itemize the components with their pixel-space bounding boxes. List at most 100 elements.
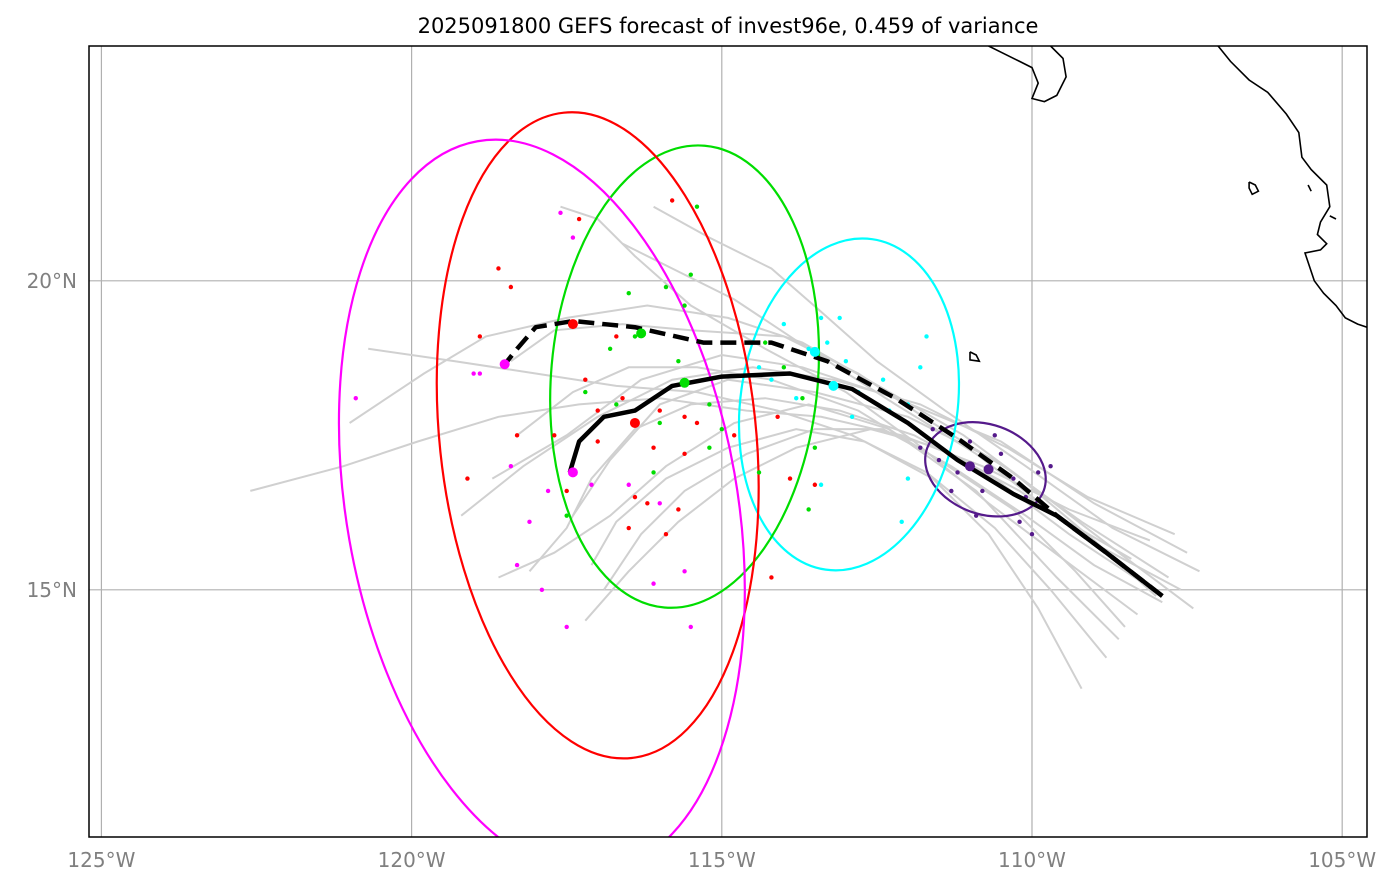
member-position-dot bbox=[818, 315, 824, 321]
ensemble-track bbox=[603, 428, 1163, 604]
member-position-dot bbox=[973, 513, 979, 518]
member-position-dot bbox=[732, 433, 737, 438]
member-position-dot bbox=[353, 396, 358, 401]
uncertainty-ellipse bbox=[924, 421, 1047, 518]
member-position-dot bbox=[682, 414, 687, 419]
member-position-dot bbox=[583, 377, 588, 382]
uncertainty-ellipse bbox=[337, 138, 746, 837]
mean-track-dashed bbox=[502, 318, 1164, 598]
coastline-segment bbox=[1307, 184, 1312, 192]
member-position-dot bbox=[564, 488, 569, 494]
member-position-dot bbox=[806, 346, 811, 352]
coastline-segment bbox=[1329, 215, 1337, 220]
member-position-dot bbox=[980, 488, 985, 494]
member-position-dot bbox=[955, 470, 960, 475]
member-position-dot bbox=[763, 340, 768, 345]
member-position-dot bbox=[825, 340, 830, 345]
member-position-dot bbox=[800, 396, 805, 401]
ensemble-track bbox=[349, 304, 1194, 610]
member-position-dot bbox=[756, 470, 762, 475]
member-position-dot bbox=[688, 272, 693, 277]
member-position-dot bbox=[781, 321, 787, 327]
x-axis-tick-labels: 125°W 120°W 115°W 110°W 105°W bbox=[67, 848, 1376, 872]
member-position-dot bbox=[924, 334, 929, 339]
member-position-dot bbox=[1017, 519, 1022, 525]
member-position-dot bbox=[905, 476, 911, 481]
member-position-dot bbox=[576, 216, 582, 222]
uncertainty-ellipses bbox=[337, 111, 1047, 837]
mean-position-dot bbox=[828, 380, 839, 391]
mean-positions bbox=[499, 319, 994, 478]
member-position-dot bbox=[564, 624, 569, 630]
member-position-dot bbox=[465, 476, 470, 481]
member-position-dot bbox=[558, 210, 563, 216]
ensemble-track bbox=[653, 205, 1200, 573]
ensemble-track bbox=[510, 323, 1157, 597]
member-position-dot bbox=[719, 426, 724, 432]
member-position-dot bbox=[899, 519, 904, 525]
ensemble-track bbox=[368, 347, 1108, 659]
mean-position-dot bbox=[679, 377, 690, 388]
member-position-dot bbox=[930, 426, 935, 432]
member-position-dot bbox=[787, 476, 793, 481]
member-position-dot bbox=[471, 371, 476, 376]
member-position-dot bbox=[508, 464, 514, 469]
member-position-dot bbox=[527, 519, 532, 525]
ensemble-track bbox=[528, 397, 1145, 585]
member-position-dot bbox=[1048, 464, 1053, 469]
member-position-dot bbox=[676, 358, 681, 364]
member-position-dot bbox=[607, 346, 613, 352]
x-tick-label: 105°W bbox=[1308, 848, 1376, 872]
member-position-dot bbox=[564, 513, 569, 518]
member-position-dot bbox=[1011, 476, 1016, 481]
member-position-dot bbox=[620, 396, 625, 401]
x-tick-label: 110°W bbox=[998, 848, 1066, 872]
member-position-dot bbox=[496, 266, 501, 271]
member-position-dot bbox=[632, 334, 638, 339]
member-position-dot bbox=[682, 451, 687, 457]
member-position-dot bbox=[589, 482, 594, 487]
member-position-dot bbox=[651, 581, 656, 586]
map-title: 2025091800 GEFS forecast of invest96e, 0… bbox=[418, 14, 1039, 38]
member-position-dot bbox=[682, 303, 687, 308]
member-position-dot bbox=[756, 365, 762, 370]
mean-position-dot bbox=[964, 461, 975, 472]
uncertainty-ellipse bbox=[435, 111, 760, 760]
member-position-dot bbox=[626, 290, 631, 296]
y-tick-label: 15°N bbox=[27, 578, 77, 602]
y-axis-tick-labels: 20°N 15°N bbox=[27, 269, 77, 602]
y-tick-label: 20°N bbox=[27, 269, 77, 293]
uncertainty-ellipse bbox=[737, 237, 961, 572]
x-tick-label: 125°W bbox=[67, 848, 135, 872]
member-position-dot bbox=[918, 445, 923, 450]
member-position-dot bbox=[936, 457, 942, 463]
x-tick-label: 115°W bbox=[688, 848, 756, 872]
coastline-segment bbox=[988, 46, 1067, 103]
member-position-dot bbox=[688, 624, 693, 630]
mean-position-dot bbox=[499, 359, 510, 370]
member-position-dot bbox=[645, 501, 650, 506]
member-position-dot bbox=[837, 315, 842, 321]
mean-position-dot bbox=[636, 328, 647, 339]
member-position-dot bbox=[552, 433, 557, 438]
mean-position-dot bbox=[629, 417, 640, 428]
member-position-dot bbox=[583, 389, 588, 395]
member-position-dot bbox=[539, 587, 545, 593]
member-position-dot bbox=[992, 433, 997, 438]
member-position-dot bbox=[669, 198, 675, 203]
mean-track-solid bbox=[567, 371, 1164, 598]
ensemble-track bbox=[516, 366, 1126, 628]
map-frame bbox=[88, 45, 1368, 838]
mean-position-dot bbox=[567, 319, 578, 330]
coastline-segment bbox=[1217, 46, 1367, 328]
member-position-dot bbox=[514, 562, 520, 568]
member-position-dot bbox=[651, 445, 656, 450]
member-position-dot bbox=[998, 451, 1004, 457]
coastline-segment bbox=[969, 351, 981, 363]
plot-area bbox=[250, 46, 1367, 837]
ensemble-track bbox=[590, 428, 1083, 690]
member-position-dot bbox=[477, 334, 483, 339]
member-position-dot bbox=[514, 433, 520, 438]
ensemble-track bbox=[250, 397, 1151, 542]
